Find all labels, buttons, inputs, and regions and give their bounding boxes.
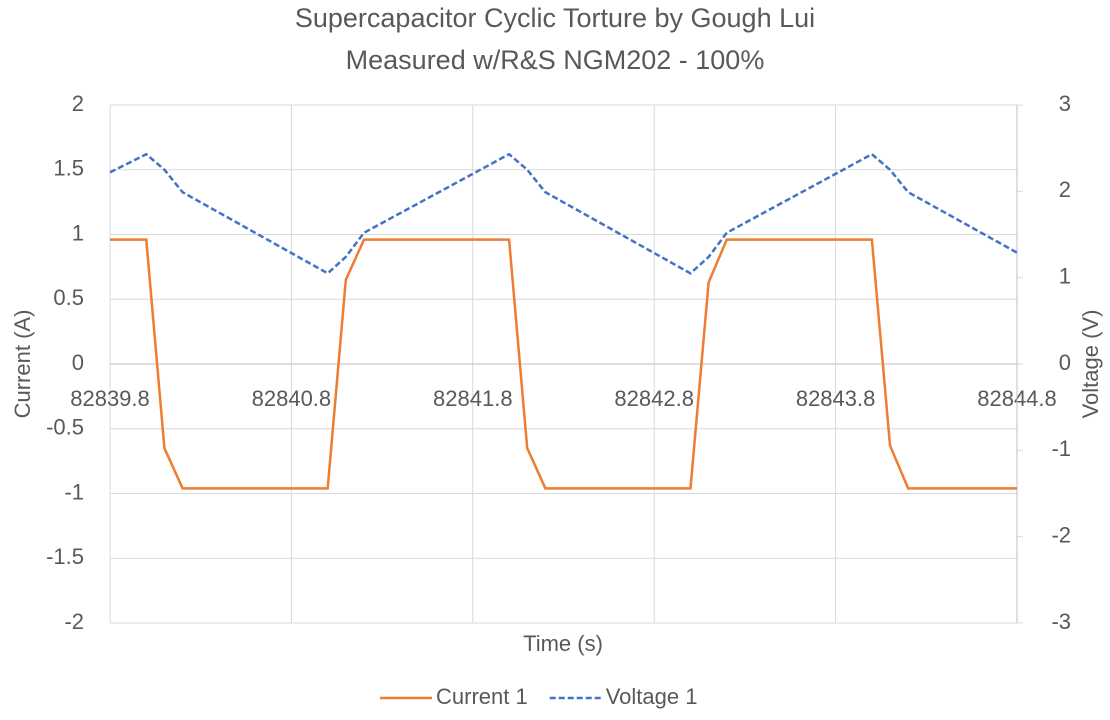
x-tick-label: 82842.8 — [614, 386, 694, 411]
x-tick-label: 82843.8 — [796, 386, 876, 411]
y2-tick-label: -3 — [1051, 609, 1071, 634]
y-tick-label: 0 — [72, 350, 84, 375]
y2-tick-label: 0 — [1059, 350, 1071, 375]
y-tick-label: -1 — [64, 479, 84, 504]
x-tick-label: 82840.8 — [252, 386, 332, 411]
y-tick-label: -1.5 — [46, 544, 84, 569]
y2-tick-label: 2 — [1059, 177, 1071, 202]
chart-subtitle: Measured w/R&S NGM202 - 100% — [346, 45, 765, 75]
y2-axis-title: Voltage (V) — [1078, 310, 1103, 419]
x-axis-title: Time (s) — [523, 631, 603, 656]
y-tick-label: 1.5 — [53, 156, 84, 181]
y2-tick-label: 3 — [1059, 91, 1071, 116]
y2-tick-label: -2 — [1051, 522, 1071, 547]
x-tick-label: 82839.8 — [70, 386, 150, 411]
data-line — [109, 152, 1018, 275]
data-line — [110, 238, 1017, 490]
y2-tick-label: 1 — [1059, 263, 1071, 288]
y-tick-label: -0.5 — [46, 415, 84, 440]
y2-tick-label: -1 — [1051, 436, 1071, 461]
y-tick-label: -2 — [64, 609, 84, 634]
legend-label: Current 1 — [436, 684, 528, 709]
y-tick-label: 1 — [72, 220, 84, 245]
legend-label: Voltage 1 — [606, 684, 698, 709]
y-tick-label: 0.5 — [53, 285, 84, 310]
y-axis-title: Current (A) — [10, 310, 35, 419]
chart-title: Supercapacitor Cyclic Torture by Gough L… — [295, 3, 815, 33]
x-tick-label: 82841.8 — [433, 386, 513, 411]
y-tick-label: 2 — [72, 91, 84, 116]
